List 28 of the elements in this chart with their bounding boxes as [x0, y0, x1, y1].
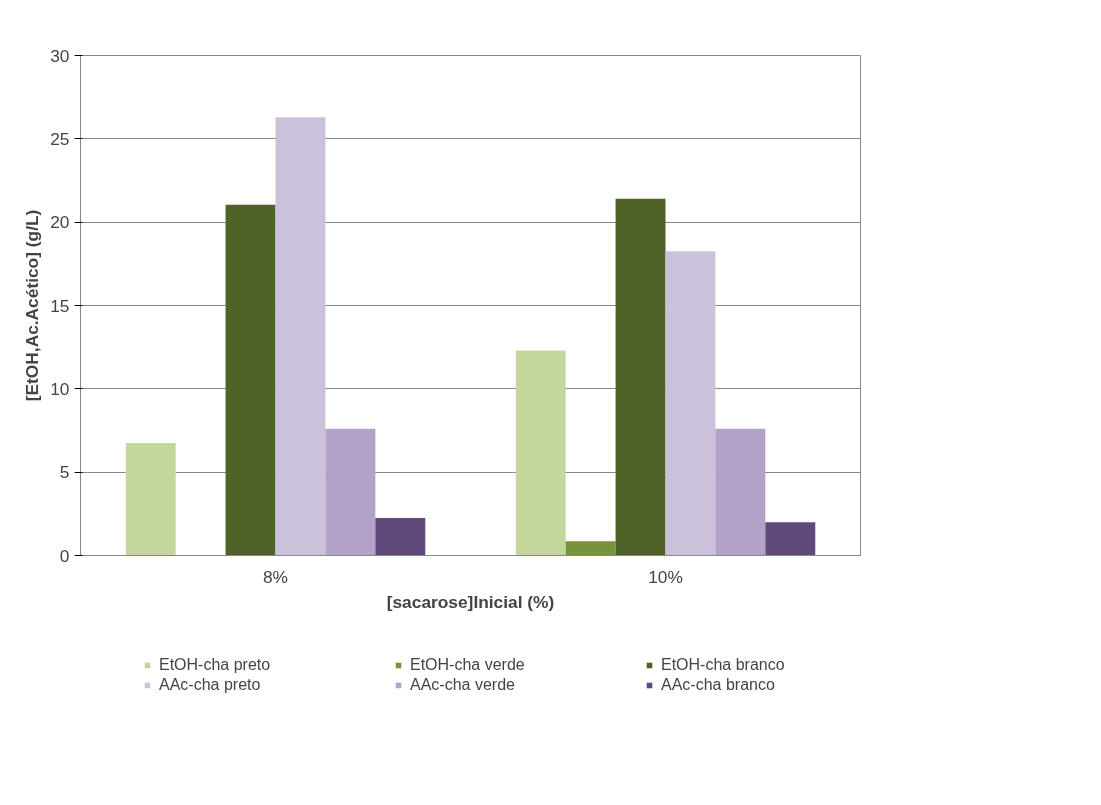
bar: [275, 117, 326, 556]
bar: [325, 428, 376, 556]
bar: [125, 443, 176, 556]
bar: [615, 198, 666, 556]
y-tick-label: 20: [50, 212, 70, 233]
bar: [565, 541, 616, 556]
y-tick-label: 25: [50, 128, 70, 149]
legend-label: AAc-cha verde: [410, 676, 516, 694]
legend-label: AAc-cha branco: [661, 676, 776, 694]
bar: [665, 251, 716, 556]
y-axis-title: [EtOH,Ac.Acético] (g/L): [22, 209, 43, 402]
bar: [715, 428, 766, 556]
y-tick-label: 0: [59, 545, 70, 566]
legend-label: EtOH-cha preto: [159, 656, 272, 674]
y-tick-label: 15: [50, 295, 70, 316]
legend-label: EtOH-cha branco: [661, 656, 786, 674]
bar: [225, 204, 276, 556]
y-tick-label: 30: [50, 45, 70, 66]
y-tick-label: 10: [50, 378, 70, 399]
bar: [515, 350, 566, 556]
y-tick-label: 5: [59, 462, 70, 483]
bar: [375, 518, 426, 556]
bar: [765, 522, 816, 556]
x-tick-label: 10%: [648, 566, 683, 587]
legend-label: AAc-cha preto: [159, 676, 262, 694]
legend-label: EtOH-cha verde: [410, 656, 526, 674]
x-axis-title: [sacarose]Inicial (%): [386, 591, 555, 612]
x-tick-label: 8%: [262, 566, 289, 587]
